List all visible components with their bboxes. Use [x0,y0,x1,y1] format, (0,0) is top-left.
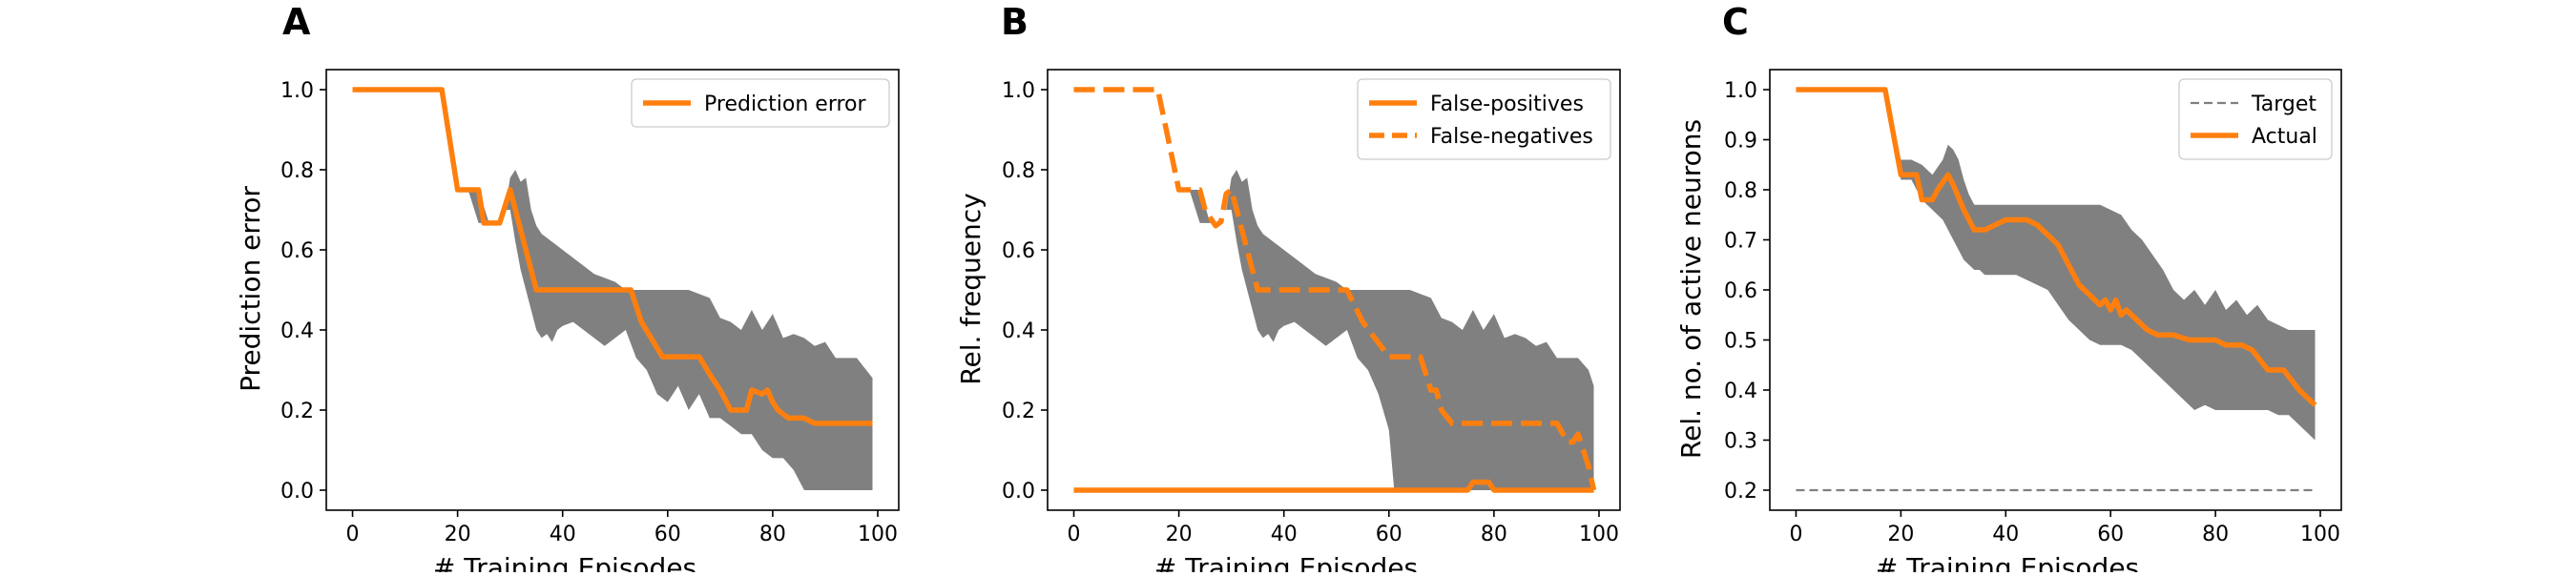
x-tick-label: 0 [1068,523,1081,546]
legend-entry-label: Target [2251,93,2316,116]
y-tick-label: 0.6 [1002,239,1035,263]
y-tick-label: 0.8 [280,159,314,183]
y-tick-label: 0.2 [280,400,314,423]
legend-box [631,78,890,128]
panel-letter-a: A [282,1,311,43]
range-band [1163,90,1594,490]
y-tick-label: 0.7 [1724,230,1757,254]
x-tick-label: 20 [1166,523,1193,546]
y-axis-label: Prediction error [235,186,266,392]
series-line-false-negatives [1073,87,1597,491]
panel-a: A # Training Episodes Prediction error 0… [235,1,900,576]
x-tick-label: 60 [2097,523,2124,546]
y-axis-label: Rel. frequency [955,193,987,384]
y-tick-label: 0.0 [1002,480,1035,504]
x-axis-label: # Training Episodes [1876,552,2139,572]
y-tick-label: 0.8 [1724,179,1757,203]
y-tick-label: 0.6 [280,239,314,263]
series-line-prediction-error [352,87,873,426]
x-tick-label: 100 [1579,523,1619,546]
legend-box [2178,78,2333,160]
legend-entry-label: False-positives [1430,93,1584,116]
legend-box [1357,78,1611,160]
x-tick-label: 80 [1481,523,1507,546]
range-band [442,90,873,490]
axes-frame [325,69,900,511]
x-axis-label: # Training Episodes [433,552,696,572]
x-tick-label: 20 [445,523,471,546]
panel-c: C # Training Episodes Rel. no. of active… [1675,1,2342,576]
x-tick-label: 40 [550,523,576,546]
legend-entry-label: Prediction error [704,93,866,116]
x-tick-label: 80 [759,523,786,546]
x-axis-label: # Training Episodes [1154,552,1418,572]
y-tick-label: 1.0 [280,79,314,103]
x-tick-label: 40 [1271,523,1298,546]
x-tick-label: 100 [2300,523,2340,546]
legend: Prediction error [631,78,890,128]
x-tick-label: 60 [654,523,681,546]
legend-entry-label: False-negatives [1430,125,1593,149]
x-tick-label: 0 [346,523,360,546]
legend: False-positives False-negatives [1357,78,1611,160]
legend: Target Actual [2178,78,2333,160]
range-band [1884,90,2316,441]
y-tick-label: 0.3 [1724,430,1757,454]
y-tick-label: 0.4 [280,319,314,343]
panel-b: B # Training Episodes Rel. frequency 0 20… [955,1,1621,576]
y-tick-label: 1.0 [1724,79,1757,103]
x-tick-label: 40 [1992,523,2019,546]
y-tick-label: 0.2 [1002,400,1035,423]
x-tick-label: 100 [858,523,898,546]
x-tick-label: 60 [1376,523,1402,546]
axes-frame [1047,69,1621,511]
y-tick-label: 0.6 [1724,279,1757,303]
y-tick-label: 0.5 [1724,330,1757,354]
panel-letter-b: B [1001,1,1028,43]
series-line-false-positives [1073,479,1594,493]
x-tick-label: 0 [1789,523,1802,546]
x-tick-label: 20 [1887,523,1914,546]
x-tick-label: 80 [2202,523,2229,546]
series-line-actual [1796,87,2317,407]
y-axis-label: Rel. no. of active neurons [1675,119,1707,459]
y-tick-label: 0.0 [280,480,314,504]
legend-entry-label: Actual [2252,125,2317,149]
y-tick-label: 0.4 [1002,319,1035,343]
y-tick-label: 0.9 [1724,130,1757,154]
y-tick-label: 0.2 [1724,480,1757,504]
y-tick-label: 1.0 [1002,79,1035,103]
panel-letter-c: C [1722,1,1749,43]
y-tick-label: 0.4 [1724,380,1757,403]
y-tick-label: 0.8 [1002,159,1035,183]
